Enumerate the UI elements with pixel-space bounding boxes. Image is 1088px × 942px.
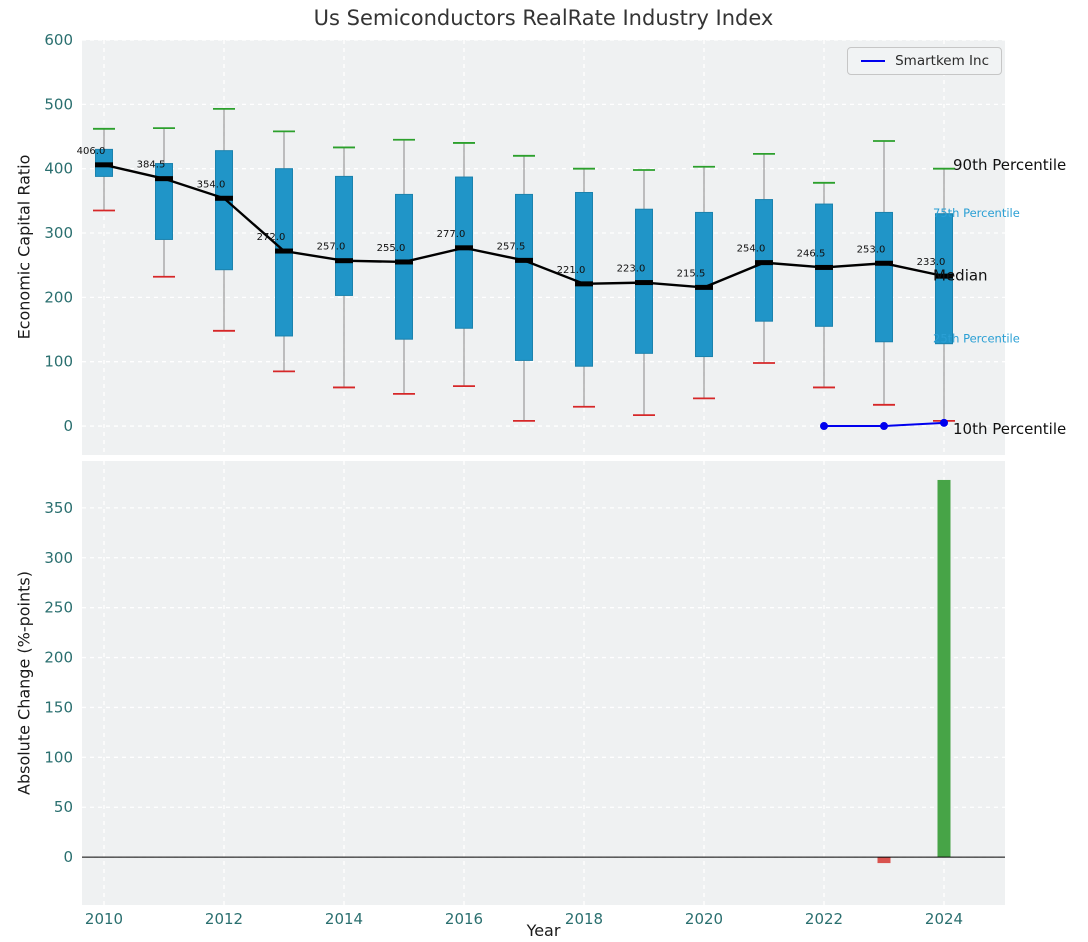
- iqr-box-2023: [875, 211, 893, 343]
- median-marker: [755, 260, 773, 266]
- median-value-label: 233.0: [917, 257, 946, 268]
- annotation-10th-percentile: 10th Percentile: [953, 420, 1066, 438]
- median-marker: [635, 280, 653, 286]
- median-marker: [275, 248, 293, 254]
- median-marker: [95, 162, 113, 168]
- bottom-ylabel: Absolute Change (%-points): [14, 571, 34, 795]
- median-value-label: 223.0: [617, 264, 646, 275]
- xtick-label: 2020: [685, 910, 723, 928]
- median-value-label: 255.0: [377, 243, 406, 254]
- bottom-ytick-label: 0: [63, 848, 73, 866]
- top-ytick-label: 500: [44, 95, 73, 113]
- median-marker: [215, 195, 233, 201]
- xtick-label: 2018: [565, 910, 603, 928]
- median-marker: [695, 284, 713, 290]
- iqr-box-2017: [515, 193, 533, 361]
- median-value-label: 272.0: [257, 232, 286, 243]
- legend-line-icon: [861, 60, 886, 62]
- top-ytick-label: 200: [44, 288, 73, 306]
- median-marker: [815, 264, 833, 270]
- bottom-ytick-label: 50: [54, 798, 73, 816]
- median-value-label: 221.0: [557, 265, 586, 276]
- top-ytick-label: 0: [63, 417, 73, 435]
- top-ylabel: Economic Capital Ratio: [14, 154, 34, 340]
- median-value-label: 254.0: [737, 244, 766, 255]
- iqr-box-2016: [455, 176, 473, 329]
- median-value-label: 257.5: [497, 241, 526, 252]
- median-value-label: 384.5: [137, 160, 166, 171]
- xlabel: Year: [526, 921, 561, 940]
- median-value-label: 257.0: [317, 242, 346, 253]
- xtick-label: 2016: [445, 910, 483, 928]
- bottom-ytick-label: 200: [44, 649, 73, 667]
- median-value-label: 406.0: [77, 146, 106, 157]
- iqr-box-2024: [935, 213, 953, 345]
- median-value-label: 354.0: [197, 179, 226, 190]
- xtick-label: 2024: [925, 910, 963, 928]
- top-ytick-label: 300: [44, 224, 73, 242]
- iqr-box-2012: [215, 150, 233, 271]
- bottom-ytick-label: 250: [44, 599, 73, 617]
- change-bar-2023: [877, 857, 891, 864]
- smartkem-point: [940, 418, 948, 427]
- smartkem-point: [880, 422, 888, 431]
- xtick-label: 2012: [205, 910, 243, 928]
- median-value-label: 246.5: [797, 248, 826, 259]
- xtick-label: 2014: [325, 910, 363, 928]
- chart-title: Us Semiconductors RealRate Industry Inde…: [313, 6, 774, 30]
- annotation-median: Median: [933, 267, 988, 285]
- xtick-label: 2022: [805, 910, 843, 928]
- legend: Smartkem Inc: [847, 47, 1002, 75]
- median-value-label: 253.0: [857, 244, 886, 255]
- iqr-box-2015: [395, 193, 413, 340]
- median-value-label: 215.5: [677, 268, 706, 279]
- median-marker: [395, 259, 413, 265]
- annotation-25th-percentile: 25th Percentile: [933, 332, 1020, 346]
- median-marker: [515, 257, 533, 263]
- annotation-75th-percentile: 75th Percentile: [933, 206, 1020, 220]
- top-ytick-label: 400: [44, 160, 73, 178]
- xtick-label: 2010: [85, 910, 123, 928]
- bottom-ytick-label: 350: [44, 499, 73, 517]
- change-bar-2024: [937, 479, 951, 858]
- bottom-ytick-label: 300: [44, 549, 73, 567]
- median-marker: [935, 273, 953, 279]
- top-ytick-label: 600: [44, 31, 73, 49]
- iqr-box-2011: [155, 163, 173, 240]
- median-value-label: 277.0: [437, 229, 466, 240]
- iqr-box-2014: [335, 175, 353, 296]
- median-marker: [155, 176, 173, 182]
- iqr-box-2018: [575, 191, 593, 367]
- bottom-plot-area: [82, 461, 1005, 905]
- legend-label: Smartkem Inc: [895, 53, 989, 69]
- median-marker: [335, 258, 353, 264]
- annotation-90th-percentile: 90th Percentile: [953, 156, 1066, 174]
- top-ytick-label: 100: [44, 353, 73, 371]
- bottom-ytick-label: 150: [44, 698, 73, 716]
- median-marker: [455, 245, 473, 251]
- top-plot-area: [82, 40, 1005, 455]
- bottom-ytick-label: 100: [44, 748, 73, 766]
- smartkem-point: [820, 422, 828, 431]
- median-marker: [575, 281, 593, 287]
- median-marker: [875, 260, 893, 266]
